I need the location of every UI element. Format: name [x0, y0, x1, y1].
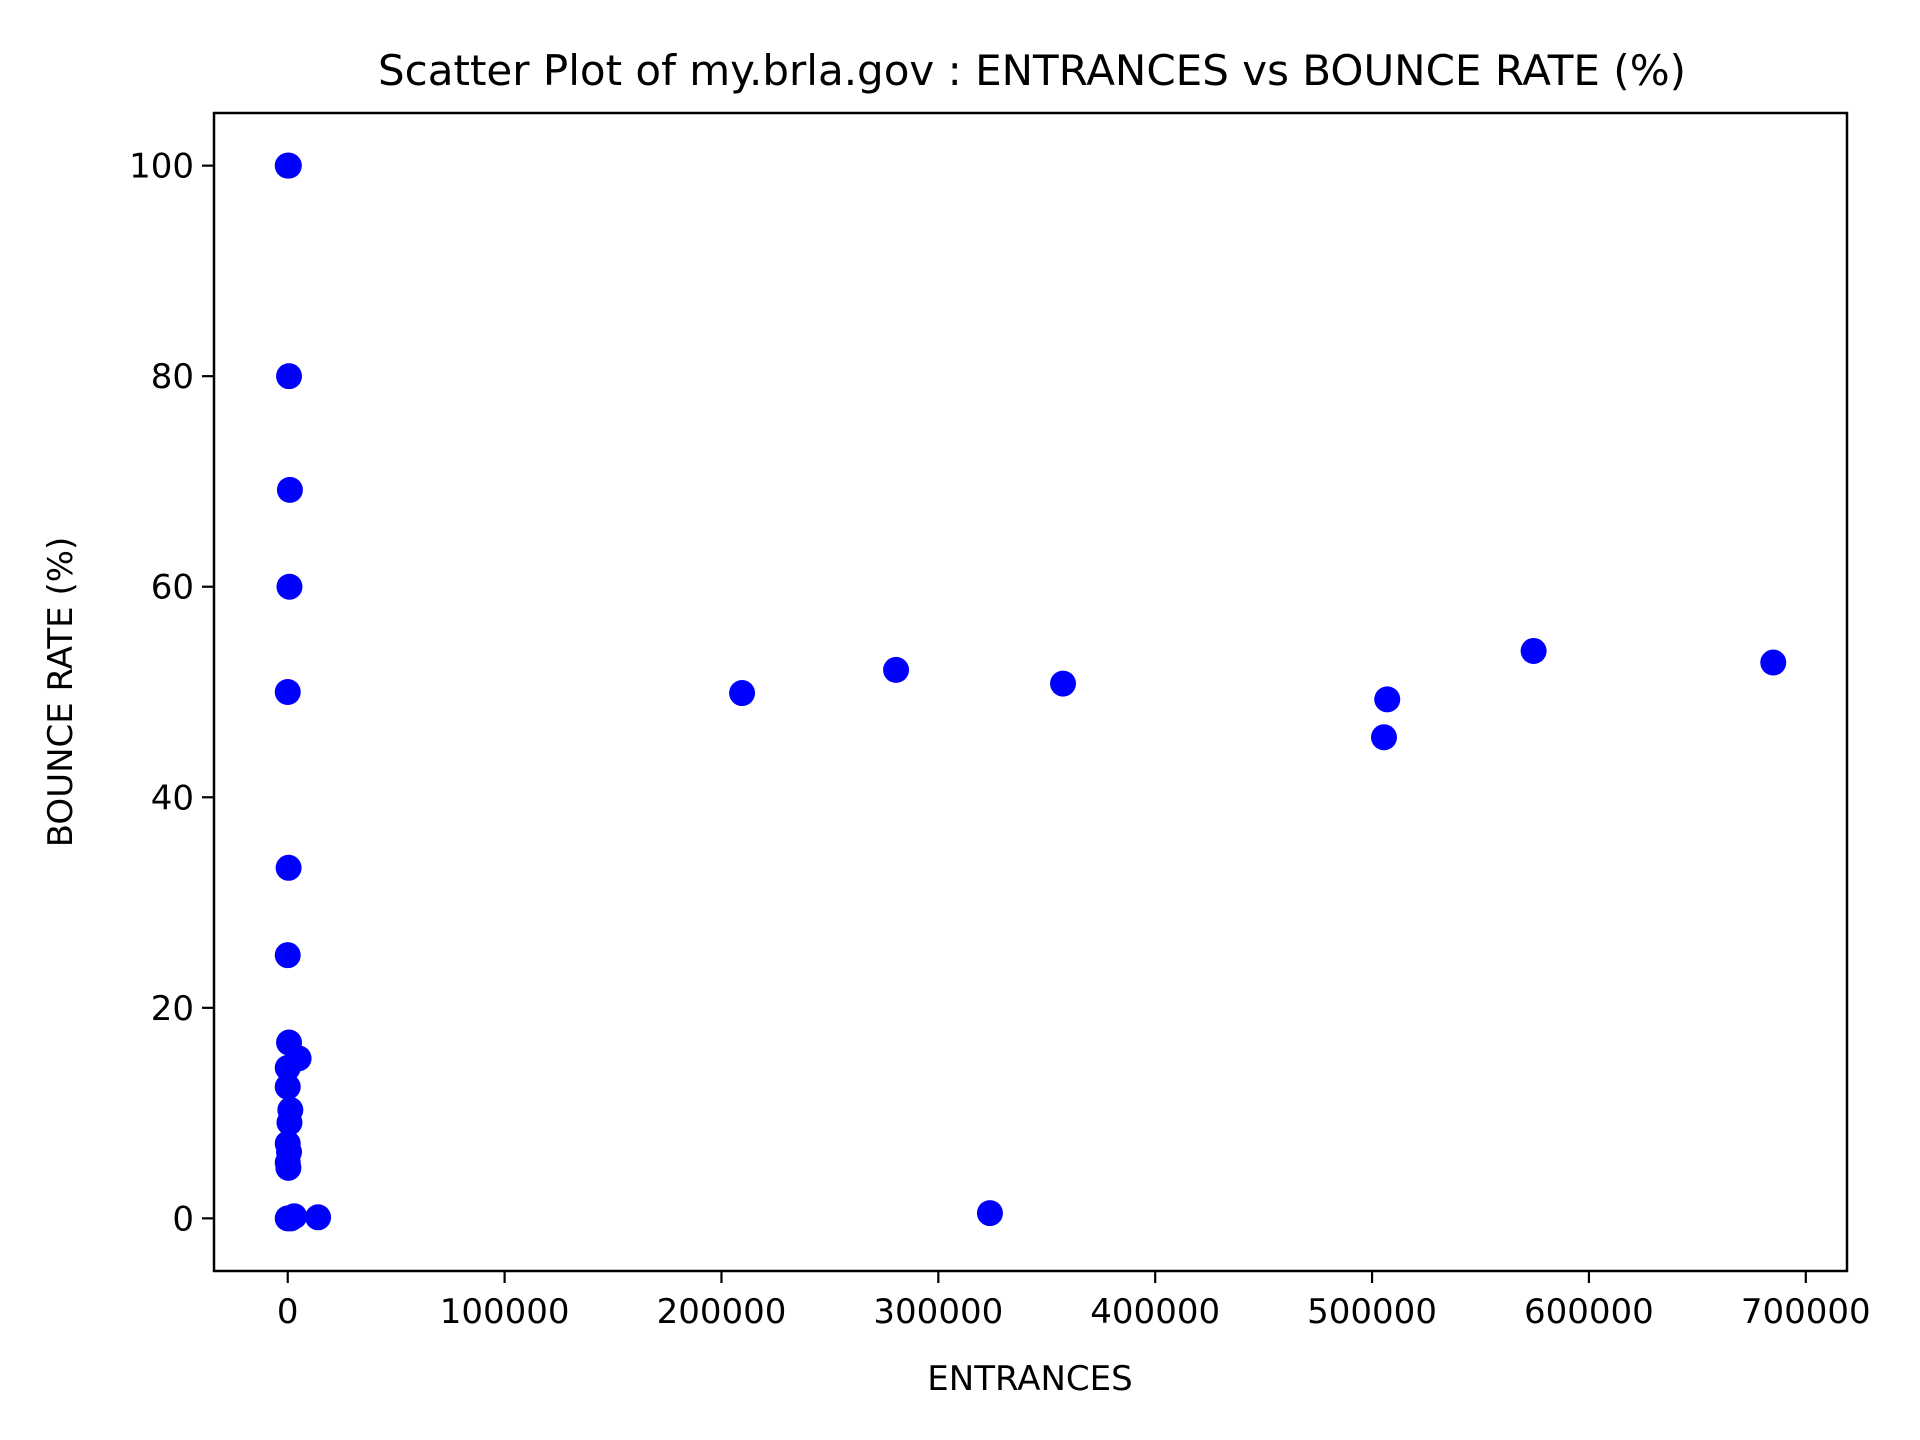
data-point-7 [274, 942, 301, 969]
y-axis-ticks: 0 20 40 60 80 100 [129, 147, 214, 1239]
y-axis-label: BOUNCE RATE (%) [41, 537, 81, 848]
data-point-4 [276, 573, 303, 600]
x-tick-label-3: 300000 [873, 1292, 1003, 1332]
chart-title: Scatter Plot of my.brla.gov : ENTRANCES … [378, 46, 1686, 95]
x-tick-label-2: 200000 [657, 1292, 787, 1332]
y-tick-label-0: 0 [172, 1199, 194, 1239]
y-tick-label-4: 80 [151, 357, 194, 397]
y-tick-label-5: 100 [129, 147, 194, 187]
data-points [274, 152, 1787, 1232]
data-point-11 [274, 1073, 301, 1100]
data-point-22 [729, 680, 756, 707]
data-point-28 [1520, 637, 1547, 664]
x-tick-label-1: 100000 [440, 1292, 570, 1332]
data-point-27 [1374, 686, 1401, 713]
x-tick-label-4: 400000 [1090, 1292, 1220, 1332]
data-point-6 [275, 854, 302, 881]
data-point-10 [274, 1054, 301, 1081]
x-tick-label-7: 700000 [1741, 1292, 1871, 1332]
data-point-23 [883, 656, 910, 683]
x-axis-label: ENTRANCES [927, 1359, 1132, 1399]
data-point-29 [1760, 649, 1787, 676]
data-point-13 [276, 1109, 303, 1136]
data-point-17 [275, 1154, 302, 1181]
x-axis-ticks: 0 100000 200000 300000 400000 500000 600000 700… [277, 1271, 1871, 1332]
y-tick-label-1: 20 [151, 989, 194, 1029]
y-tick-label-3: 60 [151, 568, 194, 608]
x-tick-label-5: 500000 [1307, 1292, 1437, 1332]
data-point-2 [276, 363, 303, 390]
data-point-21 [305, 1204, 332, 1231]
data-point-1 [275, 152, 302, 179]
data-point-5 [274, 679, 301, 705]
data-point-26 [1370, 724, 1397, 751]
data-point-24 [976, 1200, 1003, 1227]
x-tick-label-0: 0 [277, 1292, 299, 1332]
data-point-20 [281, 1203, 308, 1230]
data-point-25 [1050, 670, 1077, 697]
x-tick-label-6: 600000 [1524, 1292, 1654, 1332]
data-point-3 [276, 476, 303, 503]
plot-frame [212, 111, 1849, 1273]
y-tick-label-2: 40 [151, 778, 194, 818]
